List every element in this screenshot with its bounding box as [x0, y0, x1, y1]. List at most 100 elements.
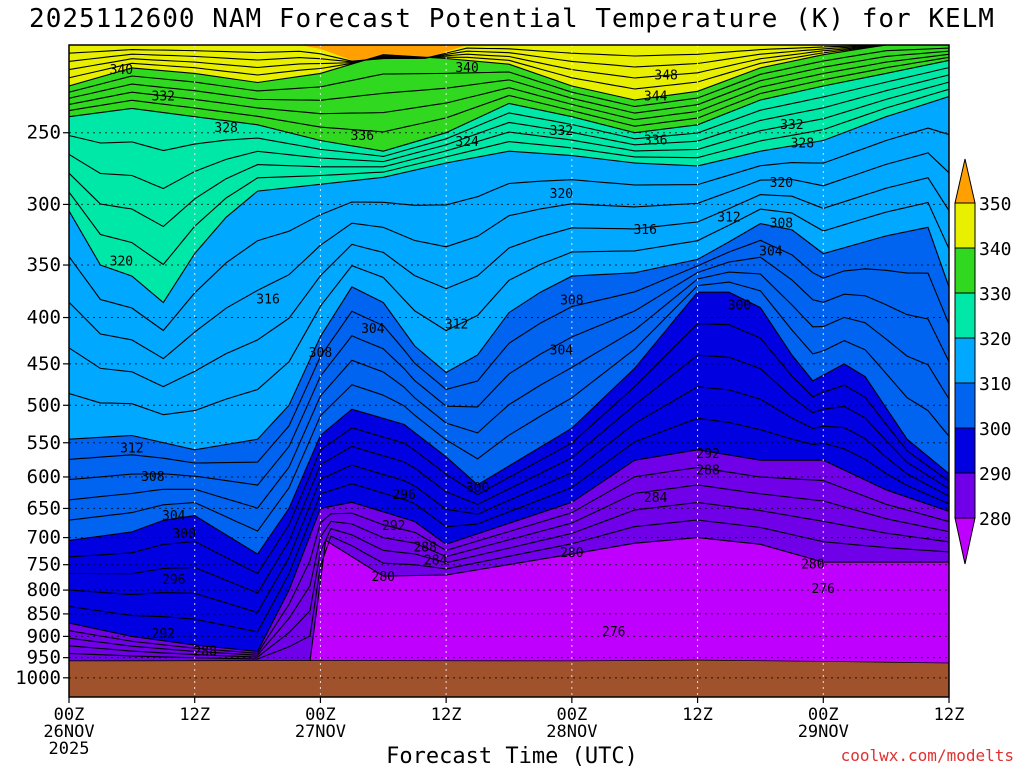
contour-label: 288 — [413, 541, 436, 556]
contour-line — [69, 67, 949, 157]
contour-label: 324 — [455, 135, 479, 150]
plot-frame — [68, 44, 950, 698]
contour-line — [69, 95, 949, 304]
contour-label: 340 — [455, 61, 478, 76]
y-tick-label: 500 — [27, 394, 61, 416]
ground-fill — [69, 659, 949, 697]
y-tick-label: 800 — [27, 579, 61, 601]
contour-label: 332 — [550, 124, 573, 139]
contour-line — [69, 449, 949, 652]
contour-line — [69, 127, 949, 332]
contour-line — [69, 152, 949, 360]
contour-line — [69, 271, 949, 509]
x-tick-label: 00Z — [556, 705, 587, 725]
y-tick-label: 600 — [27, 466, 61, 488]
contour-label: 332 — [152, 90, 175, 105]
colorbar-max-arrow — [954, 158, 976, 204]
contour-line — [69, 281, 949, 532]
contour-line — [69, 501, 949, 658]
contour-line — [69, 45, 949, 90]
contour-label: 304 — [361, 322, 385, 337]
x-tick-year: 2025 — [49, 739, 90, 759]
contour-line — [69, 45, 949, 62]
contour-label: 280 — [560, 546, 583, 561]
contour-label: 292 — [382, 519, 405, 534]
contour-label: 308 — [770, 217, 793, 232]
colorbar-label: 330 — [979, 284, 1012, 305]
contour-line — [69, 256, 949, 486]
contour-label: 348 — [654, 68, 677, 83]
x-tick-date: 27NOV — [295, 722, 346, 742]
contour-label: 340 — [110, 63, 133, 78]
contour-label: 300 — [728, 299, 751, 314]
colorbar-swatch — [954, 382, 976, 429]
contour-label: 288 — [696, 463, 719, 478]
contour-line — [69, 59, 949, 152]
contour-label: 336 — [351, 129, 374, 144]
contour-line — [69, 45, 949, 79]
contour-label: 312 — [717, 210, 740, 225]
colorbar-swatch — [954, 247, 976, 294]
colorbar-swatch — [954, 427, 976, 474]
colorbar-label: 300 — [979, 419, 1012, 440]
chart-title: 2025112600 NAM Forecast Potential Temper… — [29, 4, 995, 34]
colorbar-label: 340 — [979, 239, 1012, 260]
contour-line — [69, 201, 949, 416]
colorbar-label: 320 — [979, 329, 1012, 350]
y-tick-label: 900 — [27, 625, 61, 647]
contour-label: 320 — [110, 255, 133, 270]
contour-label: 288 — [193, 644, 216, 659]
colorbar-swatch — [954, 292, 976, 339]
y-tick-label: 700 — [27, 527, 61, 549]
contour-label: 296 — [162, 573, 185, 588]
contour-label: 292 — [696, 447, 719, 462]
x-tick-date: 26NOV — [43, 722, 94, 742]
x-tick-label: 12Z — [179, 705, 210, 725]
contour-label: 284 — [644, 491, 668, 506]
contour-line — [69, 323, 949, 575]
contour-label: 320 — [770, 176, 793, 191]
x-tick-label: 00Z — [808, 705, 839, 725]
y-tick-label: 400 — [27, 307, 61, 329]
contour-line — [69, 484, 949, 656]
contour-label: 308 — [141, 470, 164, 485]
credit-link[interactable]: coolwx.com/modelts — [840, 746, 1014, 765]
y-tick-label: 950 — [27, 647, 61, 669]
contour-label: 304 — [759, 244, 783, 259]
contour-line — [69, 45, 949, 68]
colorbar-swatch — [954, 337, 976, 384]
contour-label: 304 — [550, 344, 574, 359]
contour-label: 316 — [256, 292, 279, 307]
x-tick-label: 12Z — [934, 705, 965, 725]
contour-label: 328 — [791, 137, 814, 152]
y-tick-label: 850 — [27, 603, 61, 625]
contour-line — [69, 519, 949, 660]
contour-label: 300 — [172, 527, 195, 542]
contour-line — [69, 223, 949, 451]
contour-line — [69, 56, 949, 133]
y-tick-label: 300 — [27, 193, 61, 215]
contour-label: 344 — [644, 90, 668, 105]
contour-label: 292 — [152, 627, 175, 642]
x-tick-label: 00Z — [54, 705, 85, 725]
contour-label: 308 — [560, 293, 583, 308]
contour-line — [69, 53, 949, 121]
contour-label: 312 — [120, 441, 143, 456]
x-axis-label: Forecast Time (UTC) — [386, 744, 638, 769]
contour-line — [69, 50, 949, 114]
y-tick-label: 1000 — [15, 667, 61, 689]
contour-label: 336 — [644, 134, 667, 149]
y-tick-label: 550 — [27, 432, 61, 454]
x-tick-date: 28NOV — [546, 722, 597, 742]
colorbar-label: 350 — [979, 194, 1012, 215]
contour-label: 280 — [801, 558, 824, 573]
contour-label: 284 — [424, 553, 448, 568]
contour-label: 332 — [780, 118, 803, 133]
contour-line — [69, 47, 949, 108]
y-tick-label: 650 — [27, 497, 61, 519]
contour-line — [69, 239, 949, 464]
y-tick-label: 750 — [27, 554, 61, 576]
contour-label: 316 — [633, 223, 656, 238]
y-tick-label: 350 — [27, 254, 61, 276]
contour-line — [69, 81, 949, 228]
